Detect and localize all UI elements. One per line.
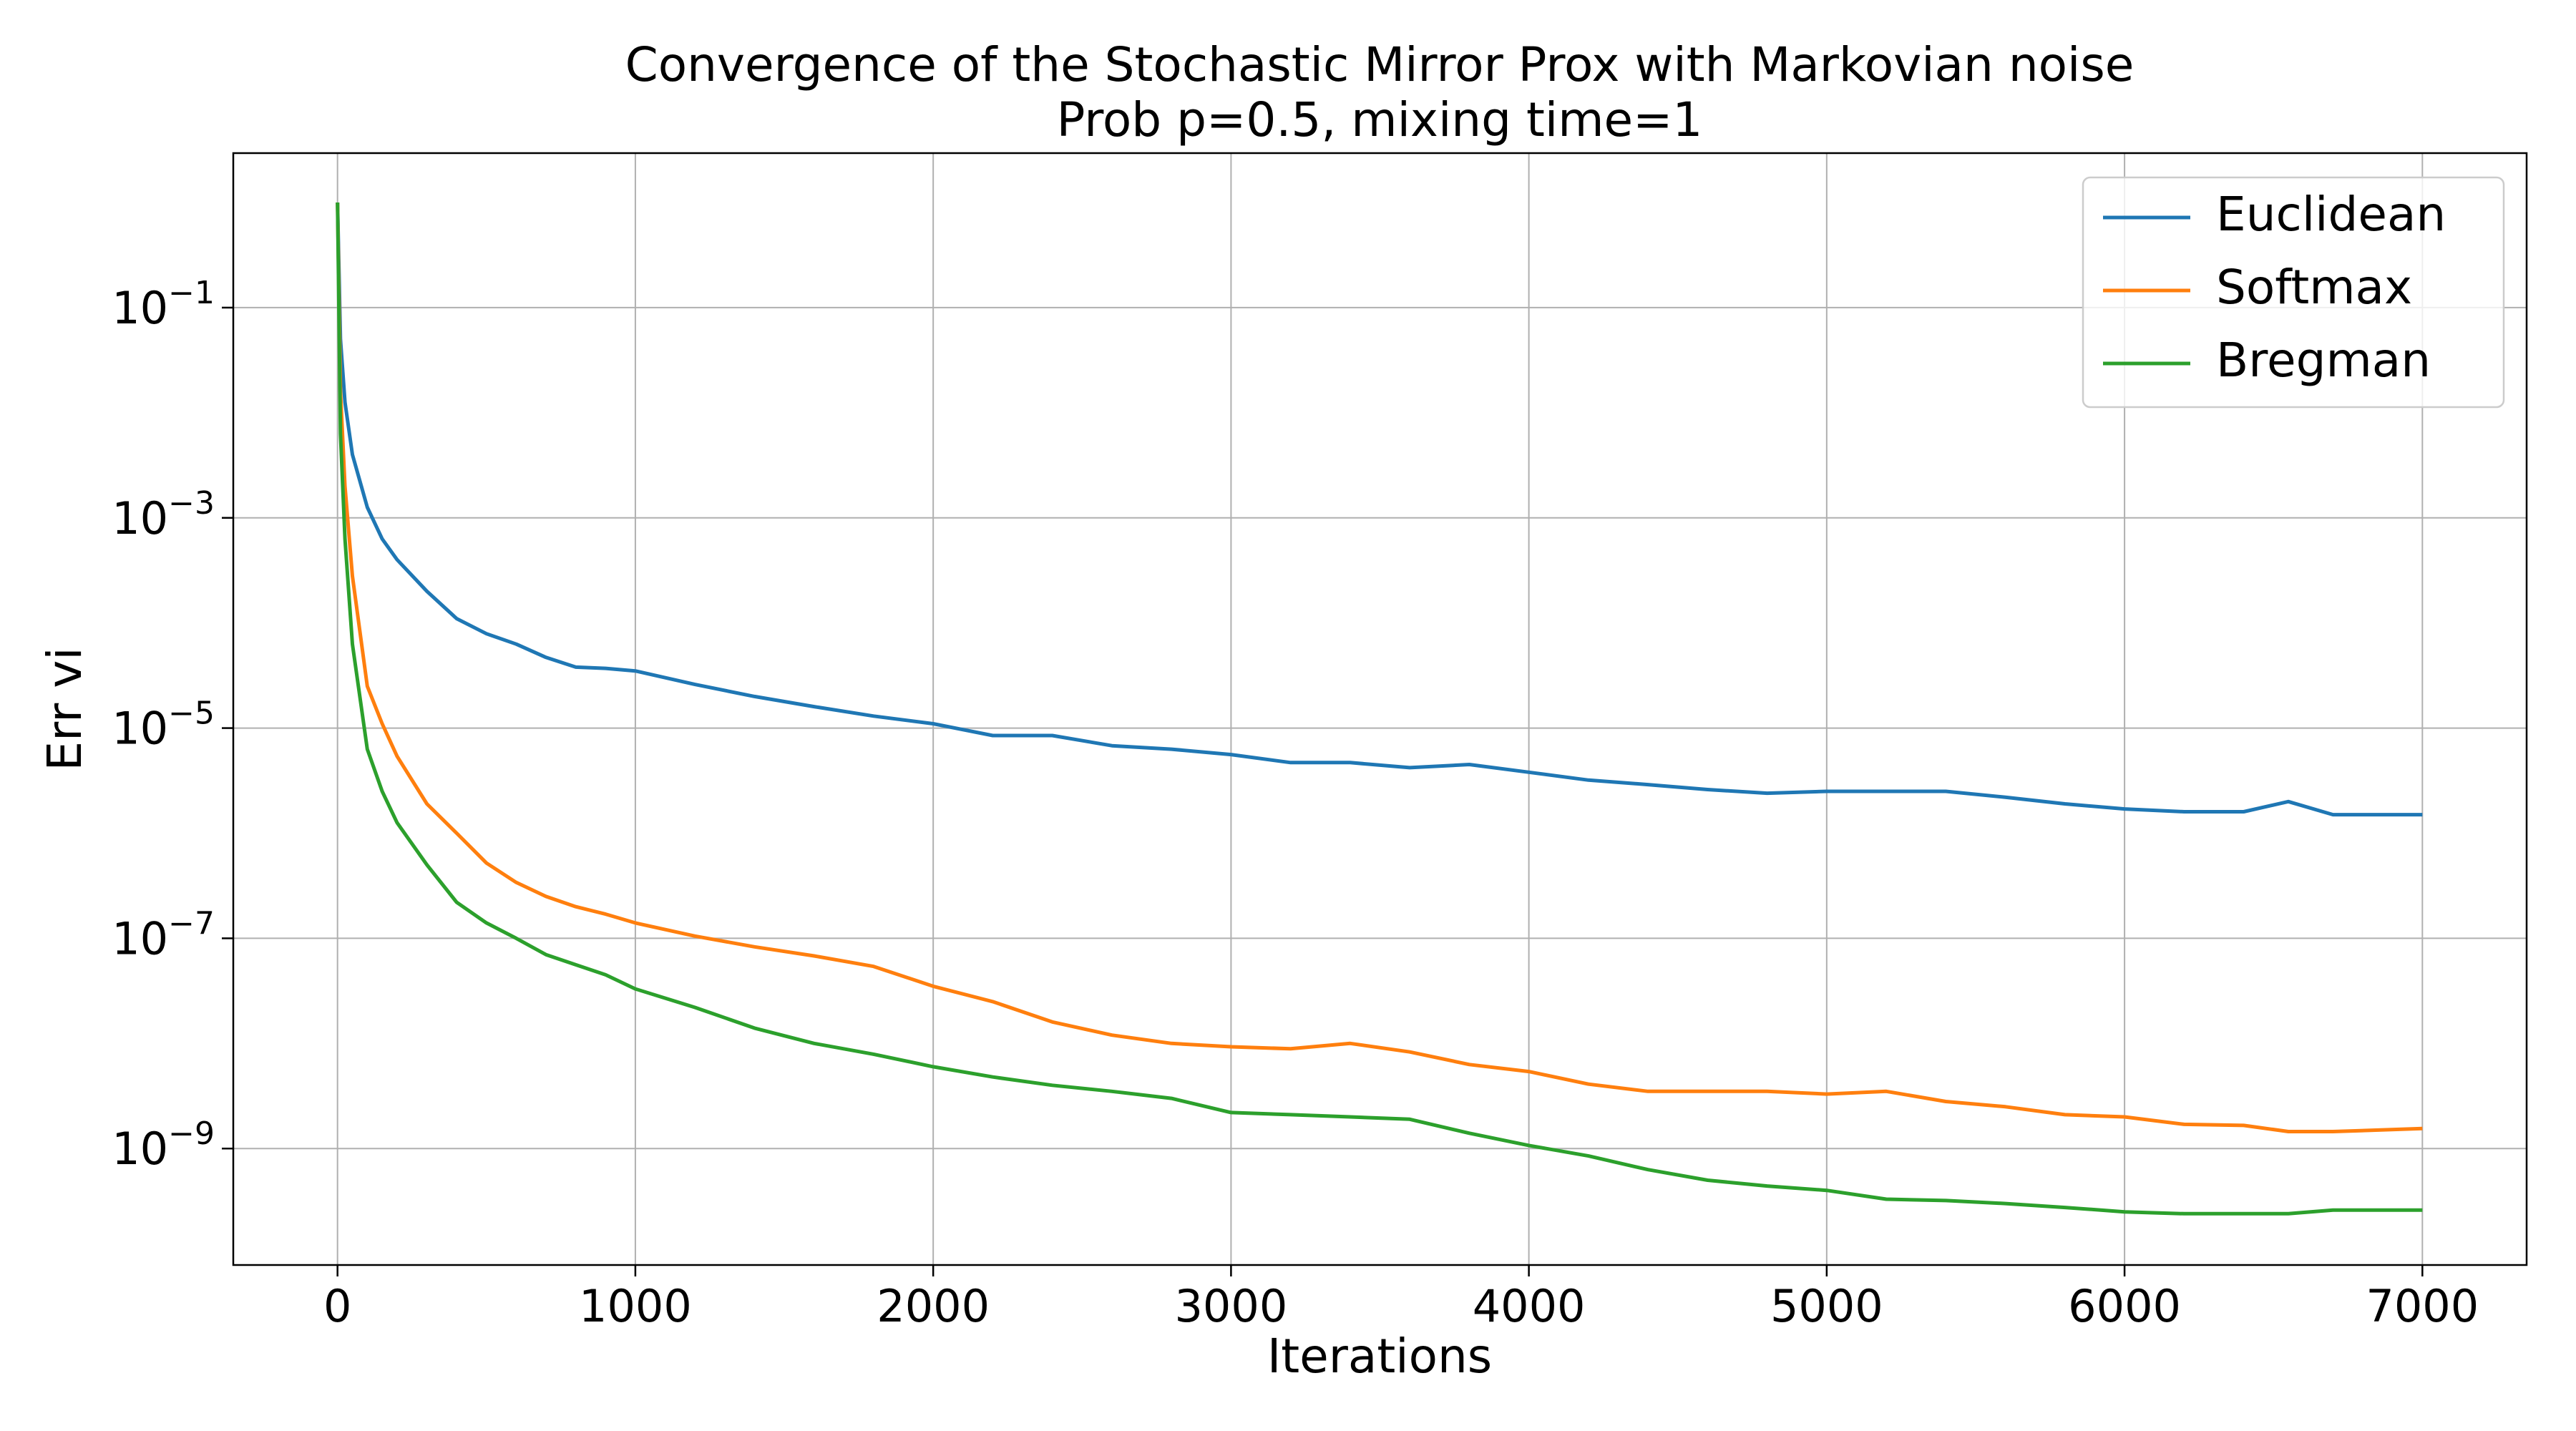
y-tick-label: 10−7 [112, 905, 215, 964]
x-tick-label: 7000 [2366, 1280, 2479, 1332]
x-tick-label: 5000 [1770, 1280, 1883, 1332]
y-axis-label: Err vi [37, 647, 92, 771]
x-tick-label: 1000 [579, 1280, 692, 1332]
chart-title: Convergence of the Stochastic Mirror Pro… [625, 37, 2135, 92]
x-tick-label: 6000 [2068, 1280, 2181, 1332]
ticks: 0 1000 2000 3000 4000 5000 6000 7000 10−1 10−3 10−… [112, 275, 2479, 1332]
x-tick-label: 3000 [1174, 1280, 1287, 1332]
x-tick-label: 0 [323, 1280, 351, 1332]
y-tick-label: 10−9 [112, 1115, 215, 1175]
y-tick-label: 10−5 [112, 695, 215, 755]
y-tick-label: 10−3 [112, 485, 215, 544]
data-line [336, 202, 2423, 1216]
legend-label: Softmax [2216, 260, 2412, 315]
legend: Euclidean Softmax Bregman [2082, 176, 2505, 409]
y-tick-label: 10−1 [112, 275, 215, 334]
x-tick-label: 4000 [1473, 1280, 1586, 1332]
legend-label: Euclidean [2216, 187, 2446, 242]
chart-subtitle: Prob p=0.5, mixing time=1 [1057, 92, 1703, 147]
legend-label: Bregman [2216, 333, 2431, 388]
data-line [336, 202, 2423, 817]
plot-area [336, 202, 2423, 1216]
axes-frame [232, 152, 2528, 1266]
x-axis-label: Iterations [1267, 1329, 1492, 1384]
data-line [336, 202, 2423, 1133]
x-tick-label: 2000 [877, 1280, 990, 1332]
legend-box [2082, 176, 2505, 409]
